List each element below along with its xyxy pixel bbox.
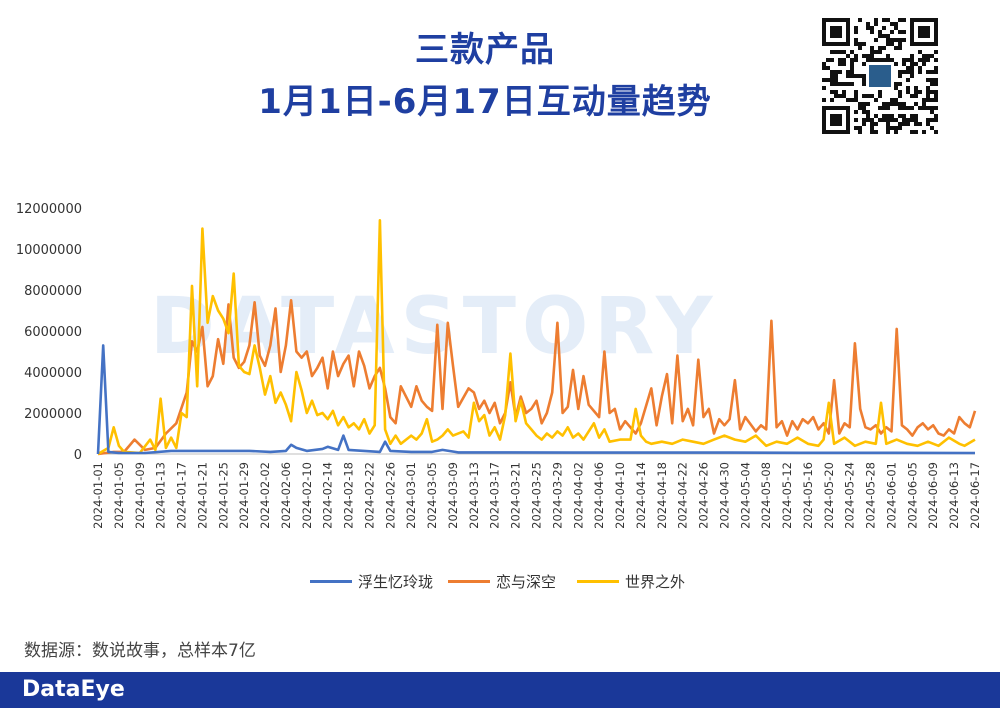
x-tick-label: 2024-03-09 bbox=[446, 462, 460, 529]
x-tick-label: 2024-03-25 bbox=[530, 462, 544, 529]
y-tick-label: 6000000 bbox=[24, 325, 82, 340]
x-tick-label: 2024-05-08 bbox=[759, 462, 773, 529]
y-tick-label: 4000000 bbox=[24, 366, 82, 381]
legend-swatch bbox=[310, 580, 352, 583]
x-tick-label: 2024-01-01 bbox=[91, 462, 105, 529]
x-tick-label: 2024-03-13 bbox=[467, 462, 481, 529]
legend-label: 恋与深空 bbox=[496, 573, 557, 591]
x-tick-label: 2024-02-10 bbox=[300, 462, 314, 529]
legend-item: 恋与深空 bbox=[448, 571, 556, 592]
x-tick-label: 2024-06-13 bbox=[947, 462, 961, 529]
x-tick-label: 2024-01-17 bbox=[175, 462, 189, 529]
x-tick-label: 2024-01-13 bbox=[154, 462, 168, 529]
x-tick-label: 2024-01-09 bbox=[133, 462, 147, 529]
x-tick-label: 2024-04-26 bbox=[697, 462, 711, 529]
qr-code-icon bbox=[822, 18, 938, 134]
x-tick-label: 2024-02-22 bbox=[362, 462, 376, 529]
legend-label: 浮生忆玲珑 bbox=[358, 573, 434, 591]
x-tick-label: 2024-01-05 bbox=[112, 462, 126, 529]
y-tick-label: 10000000 bbox=[16, 243, 82, 258]
x-tick-label: 2024-06-01 bbox=[884, 462, 898, 529]
x-tick-label: 2024-06-17 bbox=[968, 462, 982, 529]
x-tick-label: 2024-05-16 bbox=[801, 462, 815, 529]
y-tick-label: 8000000 bbox=[24, 284, 82, 299]
legend-swatch bbox=[448, 580, 490, 583]
x-tick-label: 2024-04-18 bbox=[655, 462, 669, 529]
x-tick-label: 2024-05-04 bbox=[738, 462, 752, 529]
x-tick-label: 2024-03-01 bbox=[404, 462, 418, 529]
x-tick-label: 2024-04-02 bbox=[571, 462, 585, 529]
x-tick-label: 2024-06-09 bbox=[926, 462, 940, 529]
x-tick-label: 2024-03-21 bbox=[509, 462, 523, 529]
series-line-1 bbox=[97, 299, 977, 456]
x-tick-label: 2024-04-30 bbox=[717, 462, 731, 529]
x-tick-label: 2024-03-05 bbox=[425, 462, 439, 529]
x-tick-label: 2024-01-25 bbox=[216, 462, 230, 529]
source-note: 数据源：数说故事，总样本7亿 bbox=[24, 641, 256, 661]
x-tick-label: 2024-05-24 bbox=[843, 462, 857, 529]
chart-title-line2: 1月1日-6月17日互动量趋势 bbox=[258, 82, 712, 122]
x-tick-label: 2024-02-18 bbox=[342, 462, 356, 529]
series-line-2 bbox=[97, 218, 976, 456]
series-line-0 bbox=[96, 344, 976, 455]
x-tick-label: 2024-02-02 bbox=[258, 462, 272, 529]
x-tick-label: 2024-02-14 bbox=[321, 462, 335, 529]
watermark-text: DATASTORY bbox=[150, 282, 719, 372]
x-tick-label: 2024-01-21 bbox=[195, 462, 209, 529]
x-tick-label: 2024-02-26 bbox=[383, 462, 397, 529]
x-tick-label: 2024-05-12 bbox=[780, 462, 794, 529]
x-tick-label: 2024-04-10 bbox=[613, 462, 627, 529]
x-tick-label: 2024-05-28 bbox=[864, 462, 878, 529]
legend-swatch bbox=[577, 580, 619, 583]
y-tick-label: 2000000 bbox=[24, 407, 82, 422]
chart-title-line1: 三款产品 bbox=[415, 30, 555, 70]
x-tick-label: 2024-01-29 bbox=[237, 462, 251, 529]
legend-label: 世界之外 bbox=[625, 573, 686, 591]
line-chart: 0 2000000 4000000 6000000 8000000 10000000 120… bbox=[16, 202, 982, 529]
y-tick-label: 0 bbox=[74, 448, 82, 463]
x-tick-label: 2024-04-22 bbox=[676, 462, 690, 529]
x-tick-label: 2024-04-14 bbox=[634, 462, 648, 529]
legend-item: 世界之外 bbox=[577, 571, 685, 592]
y-tick-label: 12000000 bbox=[16, 202, 82, 217]
x-tick-label: 2024-04-06 bbox=[592, 462, 606, 529]
x-tick-label: 2024-06-05 bbox=[905, 462, 919, 529]
x-tick-label: 2024-03-29 bbox=[550, 462, 564, 529]
legend-item: 浮生忆玲珑 bbox=[310, 571, 433, 592]
x-tick-label: 2024-02-06 bbox=[279, 462, 293, 529]
footer-bar: DataEye bbox=[0, 672, 1000, 708]
chart-legend: 浮生忆玲珑 恋与深空 世界之外 bbox=[0, 571, 1000, 591]
brand-logo: DataEye bbox=[22, 677, 125, 702]
x-tick-label: 2024-05-20 bbox=[822, 462, 836, 529]
x-tick-label: 2024-03-17 bbox=[488, 462, 502, 529]
